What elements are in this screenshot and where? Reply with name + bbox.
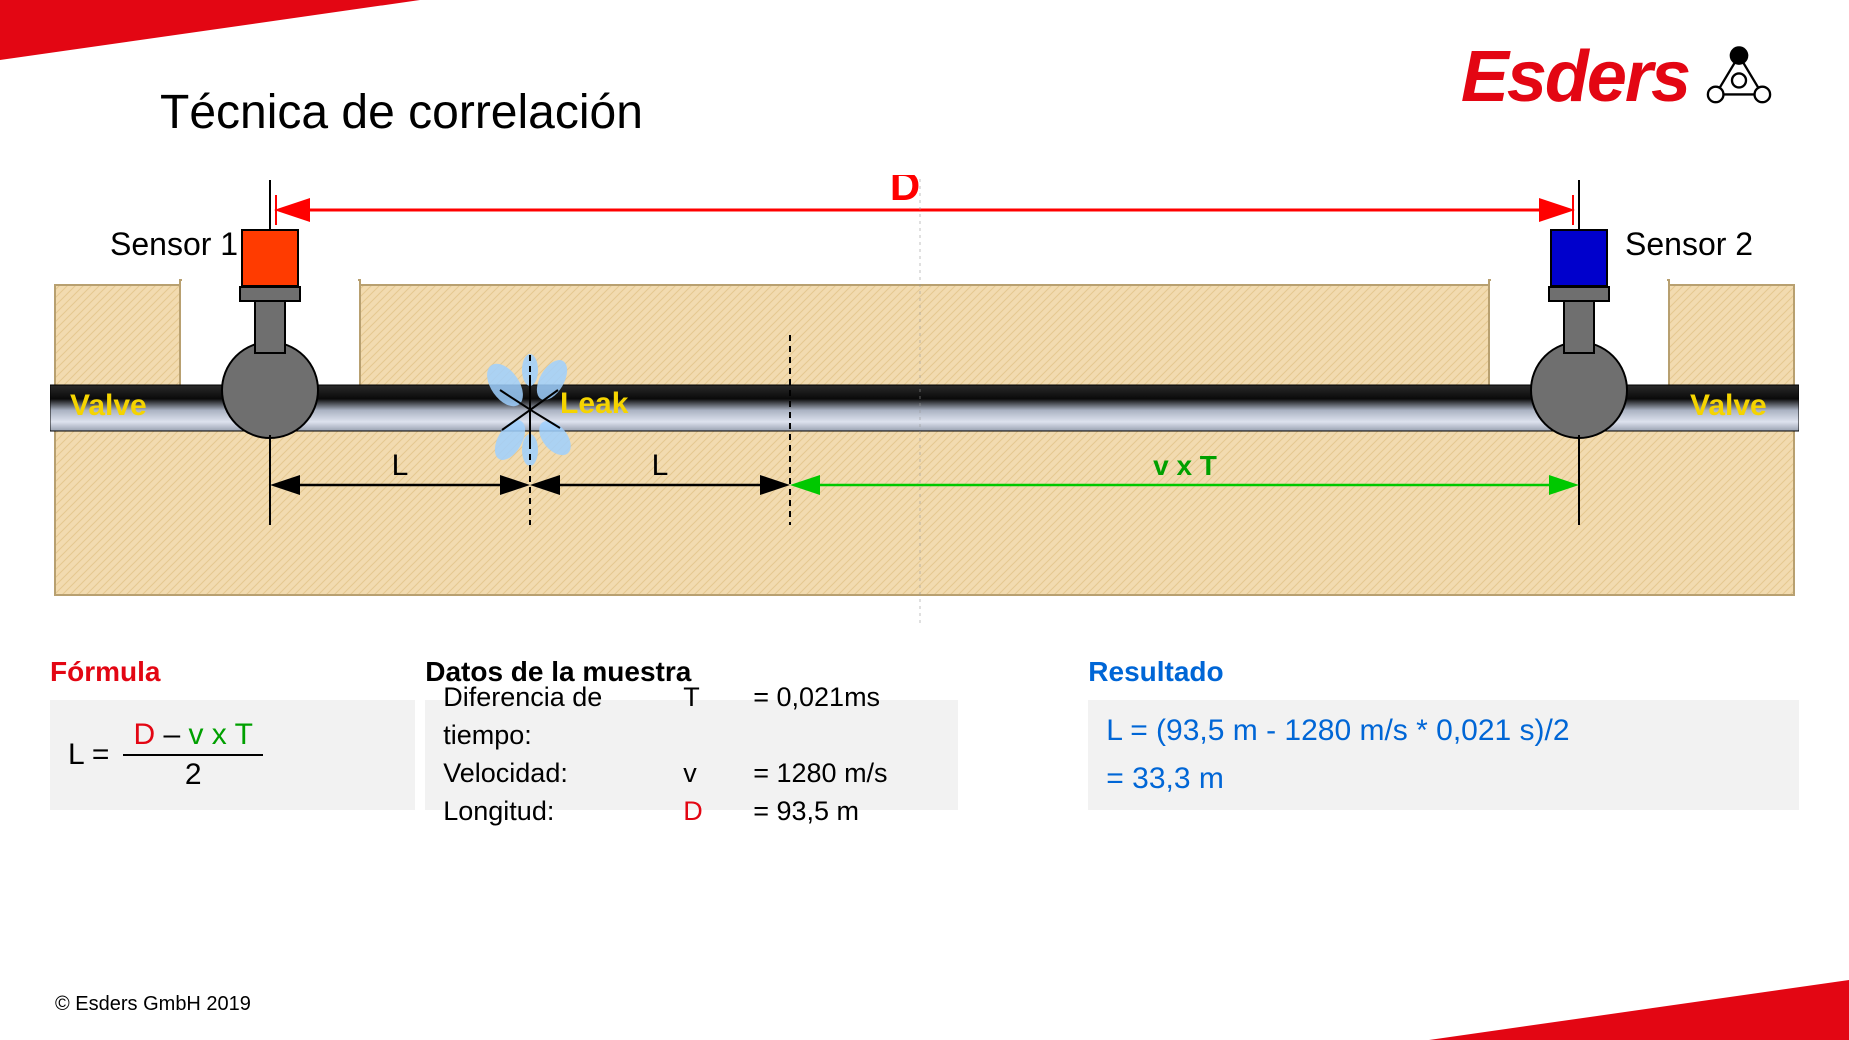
result-line-2: = 33,3 m <box>1106 755 1781 803</box>
molecule-icon <box>1699 40 1779 115</box>
leak-label: Leak <box>560 387 629 420</box>
valve-left-label: Valve <box>70 389 147 422</box>
vxt-label: v x T <box>1153 450 1217 481</box>
sample-box: Diferencia de tiempo: T = 0,021ms Veloci… <box>425 700 958 810</box>
formula-vt: v x T <box>188 718 252 751</box>
formula-header: Fórmula <box>50 650 415 700</box>
d-label: D <box>890 175 920 209</box>
sensor-1-box <box>242 230 298 286</box>
result-box: L = (93,5 m - 1280 m/s * 0,021 s)/2 = 33… <box>1088 700 1799 810</box>
formula-minus: – <box>155 718 188 751</box>
brand-logo: Esders <box>1461 36 1779 118</box>
sample-data-column: Datos de la muestra Diferencia de tiempo… <box>425 650 958 810</box>
result-line-1: L = (93,5 m - 1280 m/s * 0,021 s)/2 <box>1106 707 1781 755</box>
correlation-diagram: Sensor 1 Sensor 2 Valve Valve Leak D L <box>50 175 1799 625</box>
copyright: © Esders GmbH 2019 <box>55 993 251 1016</box>
corner-triangle-top <box>0 0 420 60</box>
formula-l-eq: L = <box>68 738 109 772</box>
sensor-2-label: Sensor 2 <box>1625 226 1753 262</box>
sample-row-2: Longitud: D = 93,5 m <box>443 793 940 831</box>
valve-right-label: Valve <box>1690 389 1767 422</box>
formula-column: Fórmula L = D – v x T 2 <box>50 650 415 810</box>
l-label-2: L <box>652 449 669 482</box>
result-header: Resultado <box>1088 650 1799 700</box>
l-label-1: L <box>392 449 409 482</box>
page-title: Técnica de correlación <box>160 85 643 140</box>
formula-box: L = D – v x T 2 <box>50 700 415 810</box>
formula-denom: 2 <box>185 756 202 793</box>
brand-name: Esders <box>1461 36 1689 118</box>
sensor-2-box <box>1551 230 1607 286</box>
formula-fraction: D – v x T 2 <box>123 718 262 793</box>
formula-d: D <box>133 718 155 751</box>
result-column: Resultado L = (93,5 m - 1280 m/s * 0,021… <box>1088 650 1799 810</box>
sample-row-0: Diferencia de tiempo: T = 0,021ms <box>443 679 940 755</box>
sensor-1-label: Sensor 1 <box>110 226 238 262</box>
sample-row-1: Velocidad: v = 1280 m/s <box>443 755 940 793</box>
formula-section: Fórmula L = D – v x T 2 Datos de la mues… <box>50 650 1799 810</box>
corner-triangle-bottom <box>1429 980 1849 1040</box>
